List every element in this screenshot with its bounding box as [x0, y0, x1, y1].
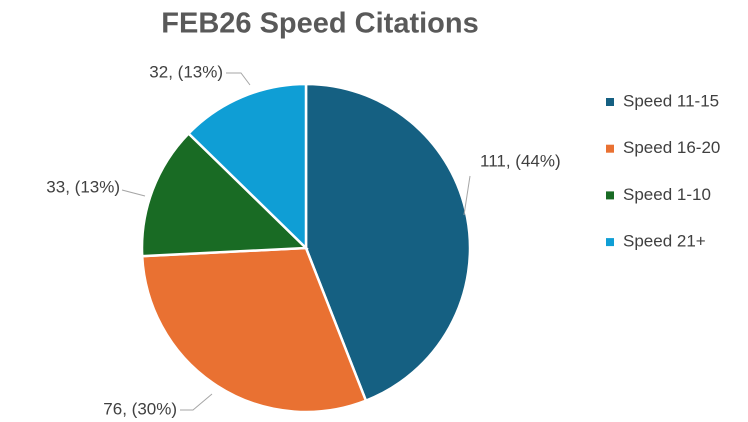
legend-label: Speed 1-10: [623, 185, 711, 204]
chart-title: FEB26 Speed Citations: [161, 8, 478, 40]
pie-slice: [186, 82, 308, 251]
legend-swatch: [606, 98, 614, 106]
legend-swatch: [606, 238, 614, 247]
legend-swatch: [606, 191, 614, 200]
leader-line: [463, 175, 471, 216]
leader-line: [180, 393, 213, 411]
legend-label: Speed 11-15: [623, 91, 719, 110]
leader-line: [226, 72, 251, 86]
data-label: 33, (13%): [46, 177, 120, 196]
pie-slice: [140, 131, 309, 258]
pie-slice: [304, 82, 472, 403]
data-label: 76, (30%): [103, 399, 177, 418]
data-label: 111, (44%): [480, 151, 561, 170]
legend-label: Speed 16-20: [623, 138, 720, 157]
data-label: 32, (13%): [149, 62, 223, 81]
legend-label: Speed 21+: [623, 232, 706, 251]
pie-slice: [140, 246, 368, 414]
leader-line: [121, 189, 146, 197]
legend-swatch: [606, 144, 614, 153]
